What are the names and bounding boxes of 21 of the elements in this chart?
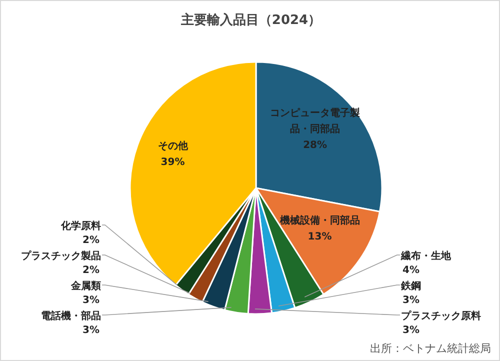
slice-label: 金属類	[70, 280, 101, 292]
data-label: 2%	[82, 265, 100, 276]
data-label: 3%	[82, 295, 100, 306]
slice-label: 鉄鋼	[400, 280, 421, 292]
slice-label: プラスチック原料	[401, 310, 481, 322]
slice-label: プラスチック製品	[21, 250, 101, 262]
data-label: 3%	[402, 325, 420, 336]
slice-label: 電話機・部品	[41, 310, 101, 322]
data-label: 2%	[82, 235, 100, 246]
data-label: 28%	[303, 140, 328, 151]
slice-label: 化学原料	[60, 220, 101, 232]
text: 出所：ベトナム統計総局	[370, 341, 491, 356]
data-label: 3%	[82, 325, 100, 336]
chart-title: 主要輸入品目（2024）	[180, 12, 322, 29]
slice-label: 機械設備・同部品	[278, 214, 360, 227]
slice-label: その他	[158, 140, 189, 152]
data-label: 13%	[308, 232, 332, 243]
slice-label: 繊布・生地	[400, 250, 452, 262]
data-label: 4%	[402, 265, 420, 276]
data-label: 3%	[402, 295, 420, 306]
data-label: 39%	[160, 156, 185, 168]
